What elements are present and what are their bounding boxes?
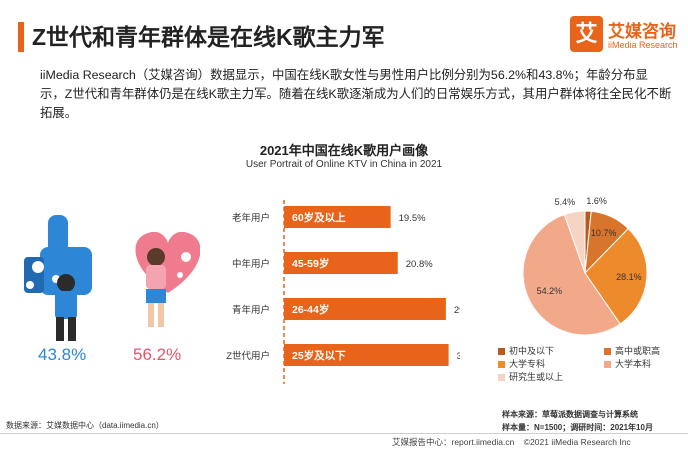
bar — [284, 206, 391, 228]
legend-item: 大学专科 — [498, 357, 545, 370]
legend-label: 大学专科 — [509, 359, 546, 369]
bar-value-label: 30.1% — [457, 351, 460, 362]
female-percentage: 56.2% — [133, 345, 182, 364]
pie-value-label: 28.1% — [616, 271, 642, 282]
legend-item: 高中或职高 — [604, 344, 660, 357]
logo-name-en: iiMedia Research — [608, 40, 678, 50]
legend-swatch — [604, 361, 611, 369]
pie-value-label: 1.6% — [586, 196, 607, 207]
legend-item: 研究生或以上 — [498, 370, 563, 383]
logo-mark-icon: 艾 — [570, 16, 603, 52]
bar — [284, 252, 398, 274]
bar-category-label: 青年用户 — [232, 304, 270, 316]
sample-source: 样本来源：草莓派数据调查与计算系统 — [502, 410, 638, 419]
bar-value-label: 19.5% — [399, 213, 426, 224]
intro-paragraph: iiMedia Research（艾媒咨询）数据显示，中国在线K歌女性与男性用户… — [40, 68, 672, 120]
chart-title: 2021年中国在线K歌用户画像 — [259, 143, 429, 158]
logo-name-cn: 艾媒咨询 — [608, 22, 676, 41]
legend-label: 研究生或以上 — [509, 372, 564, 382]
legend-swatch — [604, 348, 611, 356]
bar — [284, 344, 449, 366]
report-site: 艾媒报告中心：report.iimedia.cn — [392, 437, 515, 447]
bar-category-label: 中年用户 — [232, 258, 270, 270]
education-pie-chart — [522, 210, 648, 336]
footer: 艾媒报告中心：report.iimedia.cn ©2021 iiMedia R… — [392, 436, 631, 448]
gender-illustrations — [24, 215, 200, 341]
pie-slice — [584, 227, 648, 325]
bar-value-label: 20.8% — [406, 259, 433, 270]
page-title: Z世代和青年群体是在线K歌主力军 — [32, 24, 385, 50]
bar-category-label: 老年用户 — [232, 212, 270, 224]
pie-slice — [563, 210, 586, 274]
age-bar-chart: 老年用户 60岁及以上 19.5% 中年用户 45-59岁 20.8% 青年用户 26-44岁… — [226, 200, 460, 384]
bar-inner-label: 45-59岁 — [292, 257, 329, 270]
bar-inner-label: 26-44岁 — [292, 303, 329, 316]
bar — [284, 298, 446, 320]
footer-divider — [0, 433, 688, 434]
pie-value-label: 54.2% — [536, 286, 563, 297]
male-percentage: 43.8% — [38, 345, 87, 364]
legend-label: 初中及以下 — [509, 346, 555, 356]
legend-label: 大学本科 — [615, 359, 652, 369]
legend-swatch — [498, 348, 505, 356]
data-source: 数据来源：艾媒数据中心（data.iimedia.cn） — [6, 421, 164, 430]
title-accent-bar — [18, 22, 24, 52]
heart-icon — [135, 232, 200, 293]
bar-category-label: Z世代用户 — [226, 350, 270, 362]
legend-label: 高中或职高 — [615, 346, 661, 356]
chart-subtitle: User Portrait of Online KTV in China in … — [245, 159, 443, 170]
legend-item: 初中及以下 — [498, 344, 554, 357]
copyright: ©2021 iiMedia Research Inc — [523, 437, 631, 447]
bar-inner-label: 25岁及以下 — [292, 349, 346, 362]
female-figure-icon — [146, 248, 166, 327]
bar-value-label: 29.6% — [454, 305, 460, 316]
bar-inner-label: 60岁及以上 — [292, 211, 346, 224]
pie-value-label: 10.7% — [590, 228, 617, 239]
sample-size: 样本量：N=1500；调研时间：2021年10月 — [502, 423, 653, 432]
male-figure-icon — [55, 274, 77, 341]
legend-swatch — [498, 361, 505, 369]
legend-swatch — [498, 374, 505, 382]
legend-item: 大学本科 — [604, 357, 651, 370]
thumbs-up-icon — [24, 215, 92, 295]
brand-logo: 艾 艾媒咨询 iiMedia Research — [570, 16, 680, 56]
pie-slice — [522, 213, 621, 336]
pie-value-label: 5.4% — [554, 197, 576, 208]
